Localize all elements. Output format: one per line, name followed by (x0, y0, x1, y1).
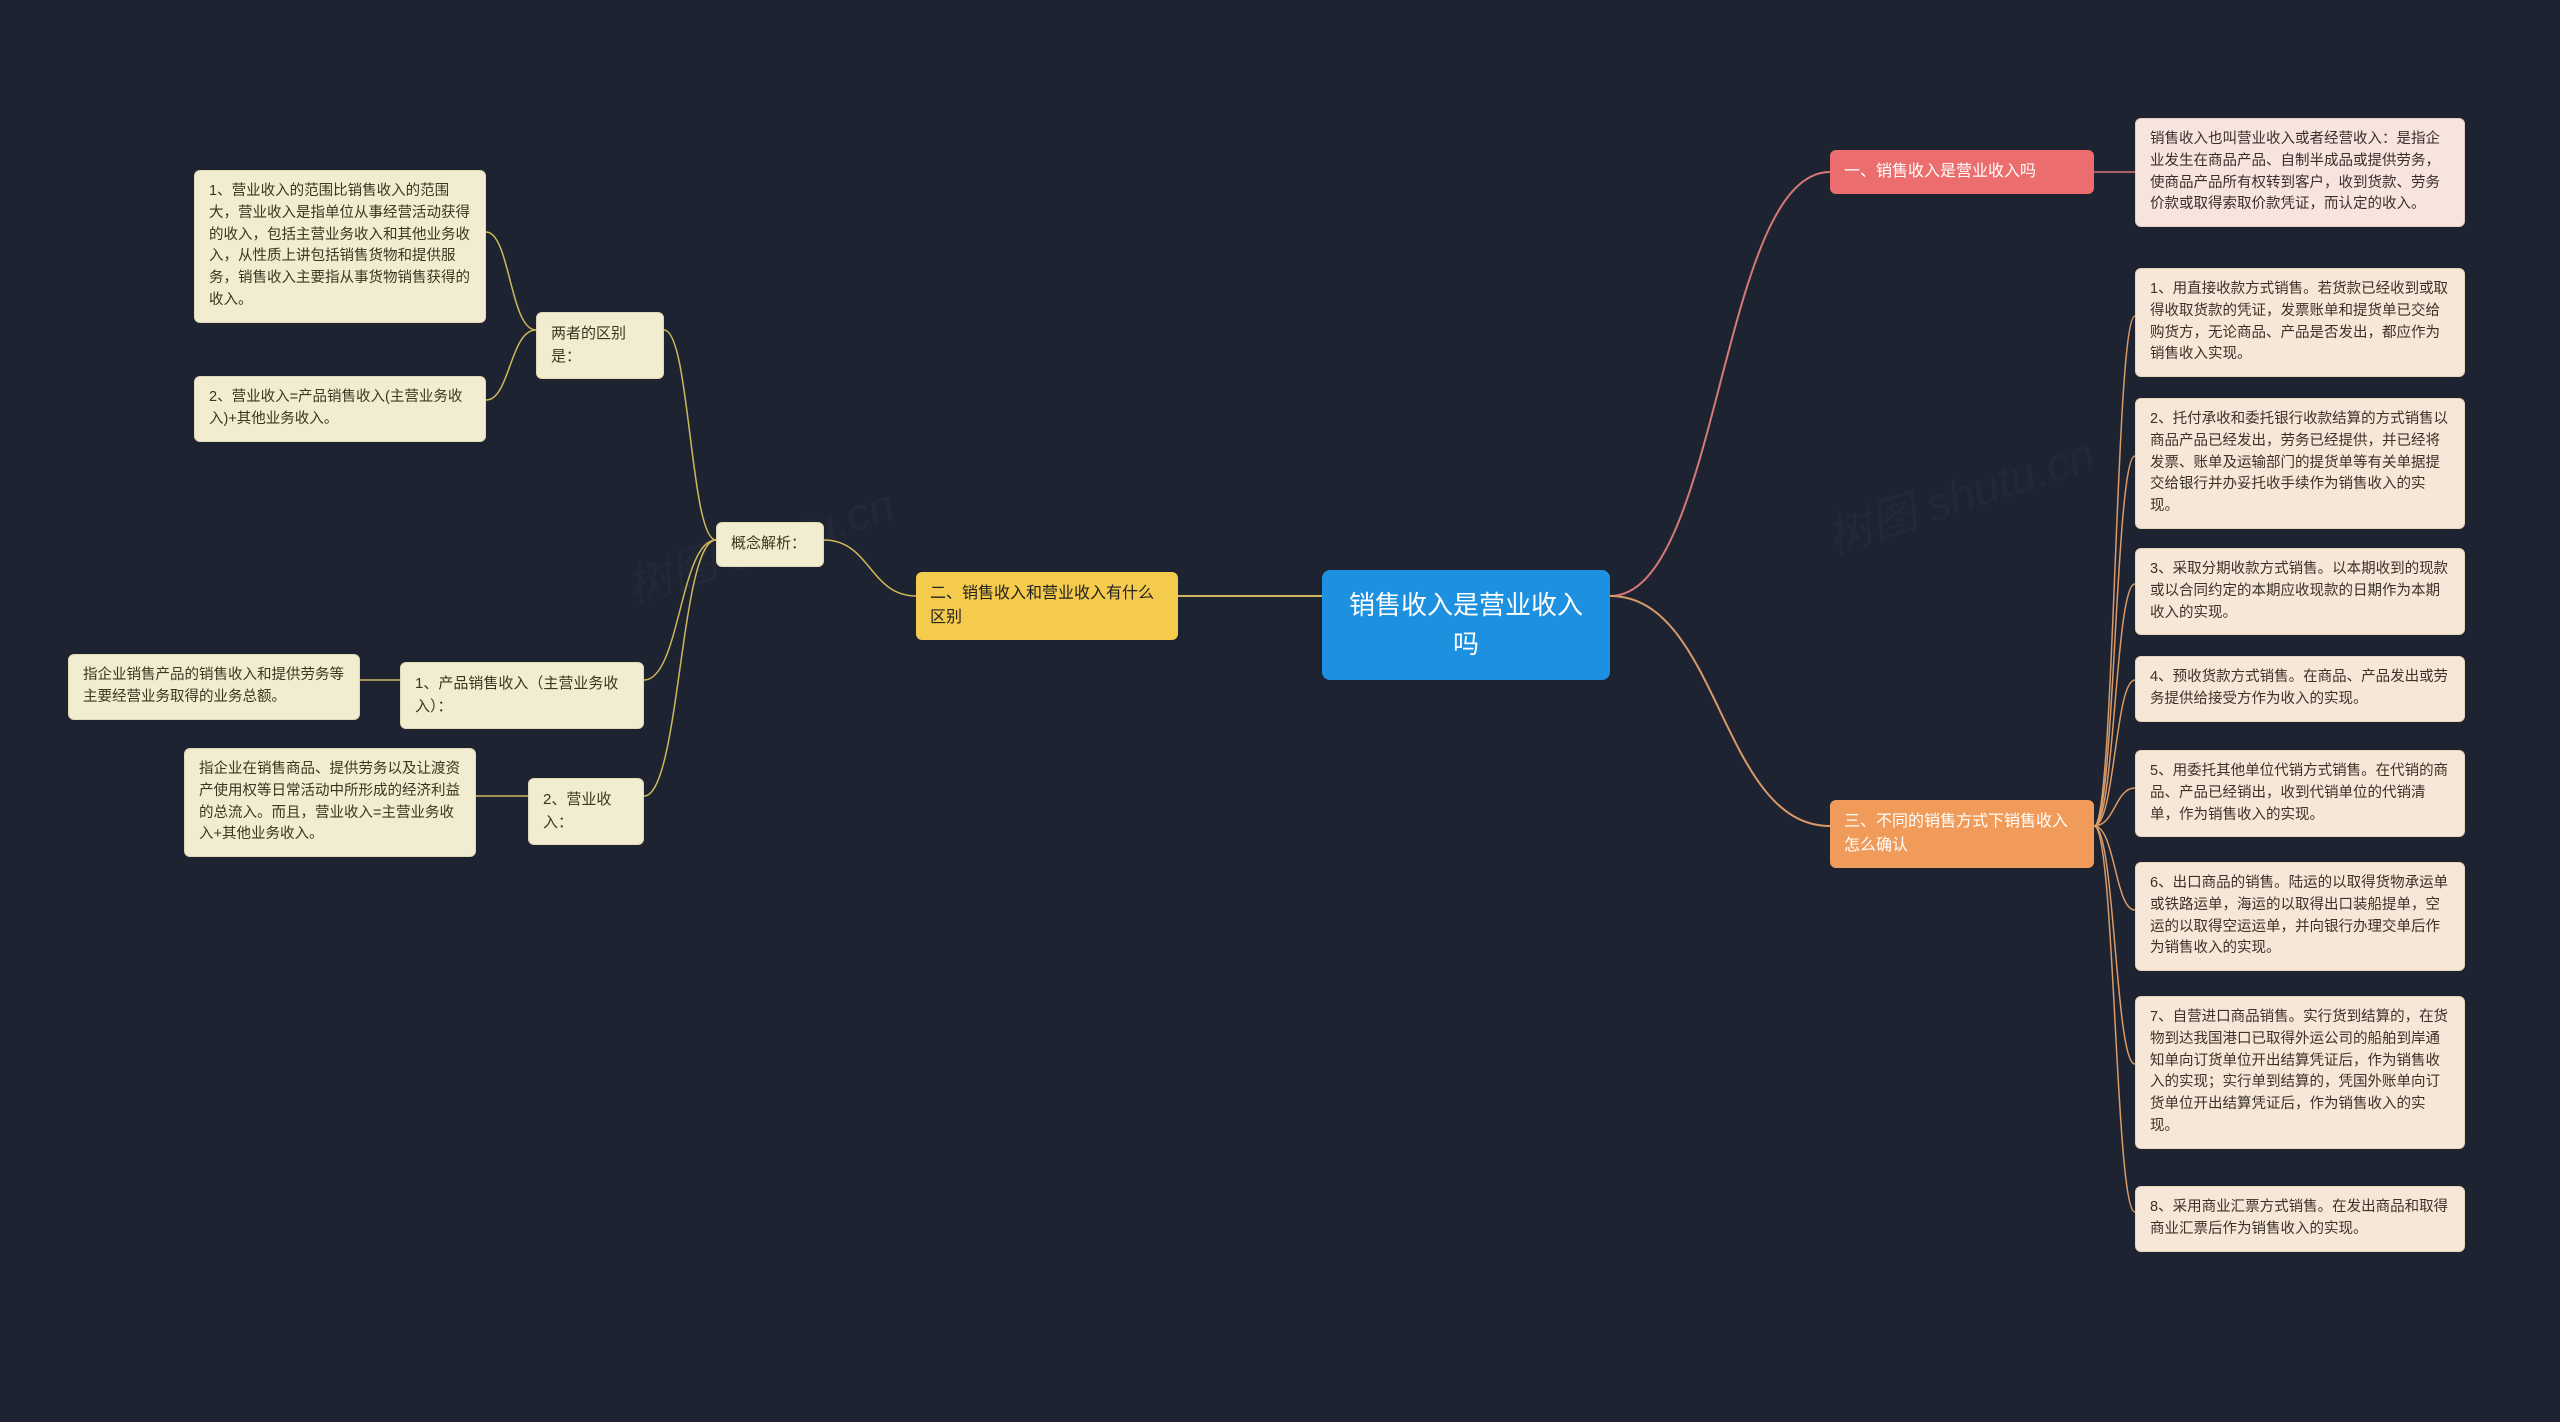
branch2-sub2-label: 两者的区别是： (551, 325, 626, 365)
branch2-sub1-b-detail: 指企业在销售商品、提供劳务以及让渡资产使用权等日常活动中所形成的经济利益的总流入… (184, 748, 476, 857)
branch3-item-2-text: 2、托付承收和委托银行收款结算的方式销售以商品产品已经发出，劳务已经提供，并已经… (2150, 411, 2448, 514)
branch2-sub1-b-detail-text: 指企业在销售商品、提供劳务以及让渡资产使用权等日常活动中所形成的经济利益的总流入… (199, 761, 460, 842)
branch3-label: 三、不同的销售方式下销售收入怎么确认 (1844, 813, 2068, 854)
branch3-item-7-text: 7、自营进口商品销售。实行货到结算的，在货物到达我国港口已取得外运公司的船舶到岸… (2150, 1009, 2448, 1134)
branch1-detail-text: 销售收入也叫营业收入或者经营收入：是指企业发生在商品产品、自制半成品或提供劳务，… (2150, 131, 2440, 212)
branch2-sub1[interactable]: 概念解析： (716, 522, 824, 567)
branch3-item-3-text: 3、采取分期收款方式销售。以本期收到的现款或以合同约定的本期应收现款的日期作为本… (2150, 561, 2448, 621)
branch2-sub1-a-detail-text: 指企业销售产品的销售收入和提供劳务等主要经营业务取得的业务总额。 (83, 667, 344, 705)
branch2-label: 二、销售收入和营业收入有什么区别 (930, 585, 1154, 626)
root-node[interactable]: 销售收入是营业收入吗 (1322, 570, 1610, 680)
branch3-item-1: 1、用直接收款方式销售。若货款已经收到或取得收取货款的凭证，发票账单和提货单已交… (2135, 268, 2465, 377)
branch3-item-8-text: 8、采用商业汇票方式销售。在发出商品和取得商业汇票后作为销售收入的实现。 (2150, 1199, 2448, 1237)
branch1-node[interactable]: 一、销售收入是营业收入吗 (1830, 150, 2094, 194)
root-label: 销售收入是营业收入吗 (1349, 590, 1583, 659)
branch2-sub2-b: 2、营业收入=产品销售收入(主营业务收入)+其他业务收入。 (194, 376, 486, 442)
branch2-sub1-a-label: 1、产品销售收入（主营业务收入）： (415, 675, 618, 715)
branch2-sub1-label: 概念解析： (731, 535, 806, 552)
branch3-item-6-text: 6、出口商品的销售。陆运的以取得货物承运单或铁路运单，海运的以取得出口装船提单，… (2150, 875, 2448, 956)
branch3-item-4: 4、预收货款方式销售。在商品、产品发出或劳务提供给接受方作为收入的实现。 (2135, 656, 2465, 722)
branch3-node[interactable]: 三、不同的销售方式下销售收入怎么确认 (1830, 800, 2094, 868)
branch2-sub1-a[interactable]: 1、产品销售收入（主营业务收入）： (400, 662, 644, 729)
branch1-label: 一、销售收入是营业收入吗 (1844, 163, 2036, 180)
branch3-item-5: 5、用委托其他单位代销方式销售。在代销的商品、产品已经销出，收到代销单位的代销清… (2135, 750, 2465, 837)
branch1-detail: 销售收入也叫营业收入或者经营收入：是指企业发生在商品产品、自制半成品或提供劳务，… (2135, 118, 2465, 227)
branch3-item-4-text: 4、预收货款方式销售。在商品、产品发出或劳务提供给接受方作为收入的实现。 (2150, 669, 2448, 707)
branch3-item-1-text: 1、用直接收款方式销售。若货款已经收到或取得收取货款的凭证，发票账单和提货单已交… (2150, 281, 2448, 362)
branch3-item-5-text: 5、用委托其他单位代销方式销售。在代销的商品、产品已经销出，收到代销单位的代销清… (2150, 763, 2448, 823)
branch2-node[interactable]: 二、销售收入和营业收入有什么区别 (916, 572, 1178, 640)
watermark: 树图 shutu.cn (1817, 419, 2102, 568)
branch2-sub1-a-detail: 指企业销售产品的销售收入和提供劳务等主要经营业务取得的业务总额。 (68, 654, 360, 720)
branch2-sub2-a: 1、营业收入的范围比销售收入的范围大，营业收入是指单位从事经营活动获得的收入，包… (194, 170, 486, 323)
branch3-item-6: 6、出口商品的销售。陆运的以取得货物承运单或铁路运单，海运的以取得出口装船提单，… (2135, 862, 2465, 971)
branch3-item-7: 7、自营进口商品销售。实行货到结算的，在货物到达我国港口已取得外运公司的船舶到岸… (2135, 996, 2465, 1149)
branch3-item-2: 2、托付承收和委托银行收款结算的方式销售以商品产品已经发出，劳务已经提供，并已经… (2135, 398, 2465, 529)
branch3-item-8: 8、采用商业汇票方式销售。在发出商品和取得商业汇票后作为销售收入的实现。 (2135, 1186, 2465, 1252)
branch3-item-3: 3、采取分期收款方式销售。以本期收到的现款或以合同约定的本期应收现款的日期作为本… (2135, 548, 2465, 635)
branch2-sub2[interactable]: 两者的区别是： (536, 312, 664, 379)
branch2-sub2-b-text: 2、营业收入=产品销售收入(主营业务收入)+其他业务收入。 (209, 389, 462, 427)
branch2-sub2-a-text: 1、营业收入的范围比销售收入的范围大，营业收入是指单位从事经营活动获得的收入，包… (209, 183, 470, 308)
branch2-sub1-b[interactable]: 2、营业收入： (528, 778, 644, 845)
branch2-sub1-b-label: 2、营业收入： (543, 791, 611, 831)
